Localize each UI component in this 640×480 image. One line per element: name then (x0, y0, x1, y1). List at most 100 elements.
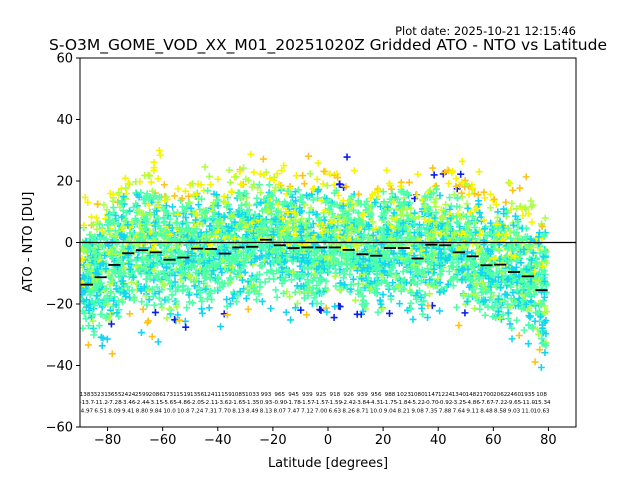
data-point (532, 277, 540, 285)
data-point (316, 306, 324, 314)
data-point (297, 306, 305, 314)
data-point (413, 191, 421, 199)
bin-stat-mean: -4.31 (369, 400, 384, 406)
data-point (318, 290, 326, 298)
data-point (215, 210, 223, 218)
bin-stat-std: 7.35 (425, 408, 438, 414)
bin-stat-mean: -7.22 (493, 400, 507, 406)
data-point (526, 312, 534, 320)
data-point (224, 223, 232, 231)
data-point (249, 283, 257, 291)
data-point (273, 293, 281, 301)
data-point (442, 200, 450, 208)
data-point (458, 189, 466, 197)
x-axis-label: Latitude [degrees] (268, 456, 388, 471)
data-point (498, 227, 506, 235)
data-point (462, 213, 470, 221)
data-point (497, 315, 505, 323)
data-point (299, 254, 307, 262)
data-point (407, 305, 415, 313)
data-point (218, 218, 226, 226)
data-point (380, 232, 388, 240)
data-point (539, 253, 547, 261)
data-point (273, 219, 281, 227)
data-point (533, 272, 541, 280)
bin-stat-mean: -1.35 (245, 400, 260, 406)
data-point (452, 175, 460, 183)
data-point (522, 300, 530, 308)
data-point (120, 288, 128, 296)
data-point (477, 269, 485, 277)
data-point (421, 192, 429, 200)
data-point (310, 294, 318, 302)
data-point (298, 207, 306, 215)
data-point (506, 180, 514, 188)
data-point (434, 275, 442, 283)
data-point (362, 206, 370, 214)
data-point (216, 265, 224, 273)
data-point (250, 284, 258, 292)
data-point (407, 210, 415, 218)
bin-stat-std: 10.0 (370, 408, 383, 414)
data-point (87, 314, 95, 322)
data-point (359, 296, 367, 304)
data-point (437, 230, 445, 238)
data-point (167, 248, 175, 256)
data-point (174, 185, 182, 193)
bin-stat-mean: -1.59 (328, 400, 343, 406)
data-point (424, 268, 432, 276)
data-point (309, 196, 317, 204)
data-point (214, 226, 222, 234)
data-point (183, 218, 191, 226)
bin-stat-std: 7.64 (453, 408, 466, 414)
data-point (337, 279, 345, 287)
x-tick-label: −60 (149, 433, 176, 448)
data-point (368, 266, 376, 274)
bin-stat-count: 1023 (397, 392, 412, 398)
data-point (347, 242, 355, 250)
data-point (390, 209, 398, 217)
data-point (209, 212, 217, 220)
data-point (91, 233, 99, 241)
data-point (279, 215, 287, 223)
data-point (541, 277, 549, 285)
data-point (192, 191, 200, 199)
data-point (379, 305, 387, 313)
data-point (528, 323, 536, 331)
data-point (223, 295, 231, 303)
bin-stat-std: 9.84 (150, 408, 163, 414)
data-point (413, 280, 421, 288)
data-point (100, 201, 108, 209)
data-point (465, 190, 473, 198)
data-point (298, 272, 306, 280)
data-point (494, 295, 502, 303)
data-point (91, 247, 99, 255)
data-point (168, 252, 176, 260)
data-point (229, 294, 237, 302)
data-point (415, 221, 423, 229)
data-point (192, 268, 200, 276)
data-point (205, 304, 213, 312)
data-point (229, 263, 237, 271)
data-point (500, 210, 508, 218)
data-point (100, 234, 108, 242)
data-point (314, 159, 322, 167)
data-point (538, 335, 546, 343)
data-point (449, 167, 457, 175)
data-point (518, 305, 526, 313)
data-point (166, 230, 174, 238)
data-point (260, 195, 268, 203)
data-point (209, 258, 217, 266)
data-point (358, 275, 366, 283)
bin-stat-count: 965 (274, 392, 285, 398)
data-point (331, 265, 339, 273)
data-point (328, 210, 336, 218)
x-tick-label: 20 (375, 433, 392, 448)
bin-stat-mean: -4.86 (176, 400, 191, 406)
data-point (140, 283, 148, 291)
data-point (349, 206, 357, 214)
y-tick-label: −20 (46, 298, 73, 313)
data-point (228, 188, 236, 196)
data-point (103, 335, 111, 343)
bin-statistics: 1383 -13.7 4.97 3231 -11.2 6.51 3655 -7.28 8.09 2… (80, 392, 551, 414)
